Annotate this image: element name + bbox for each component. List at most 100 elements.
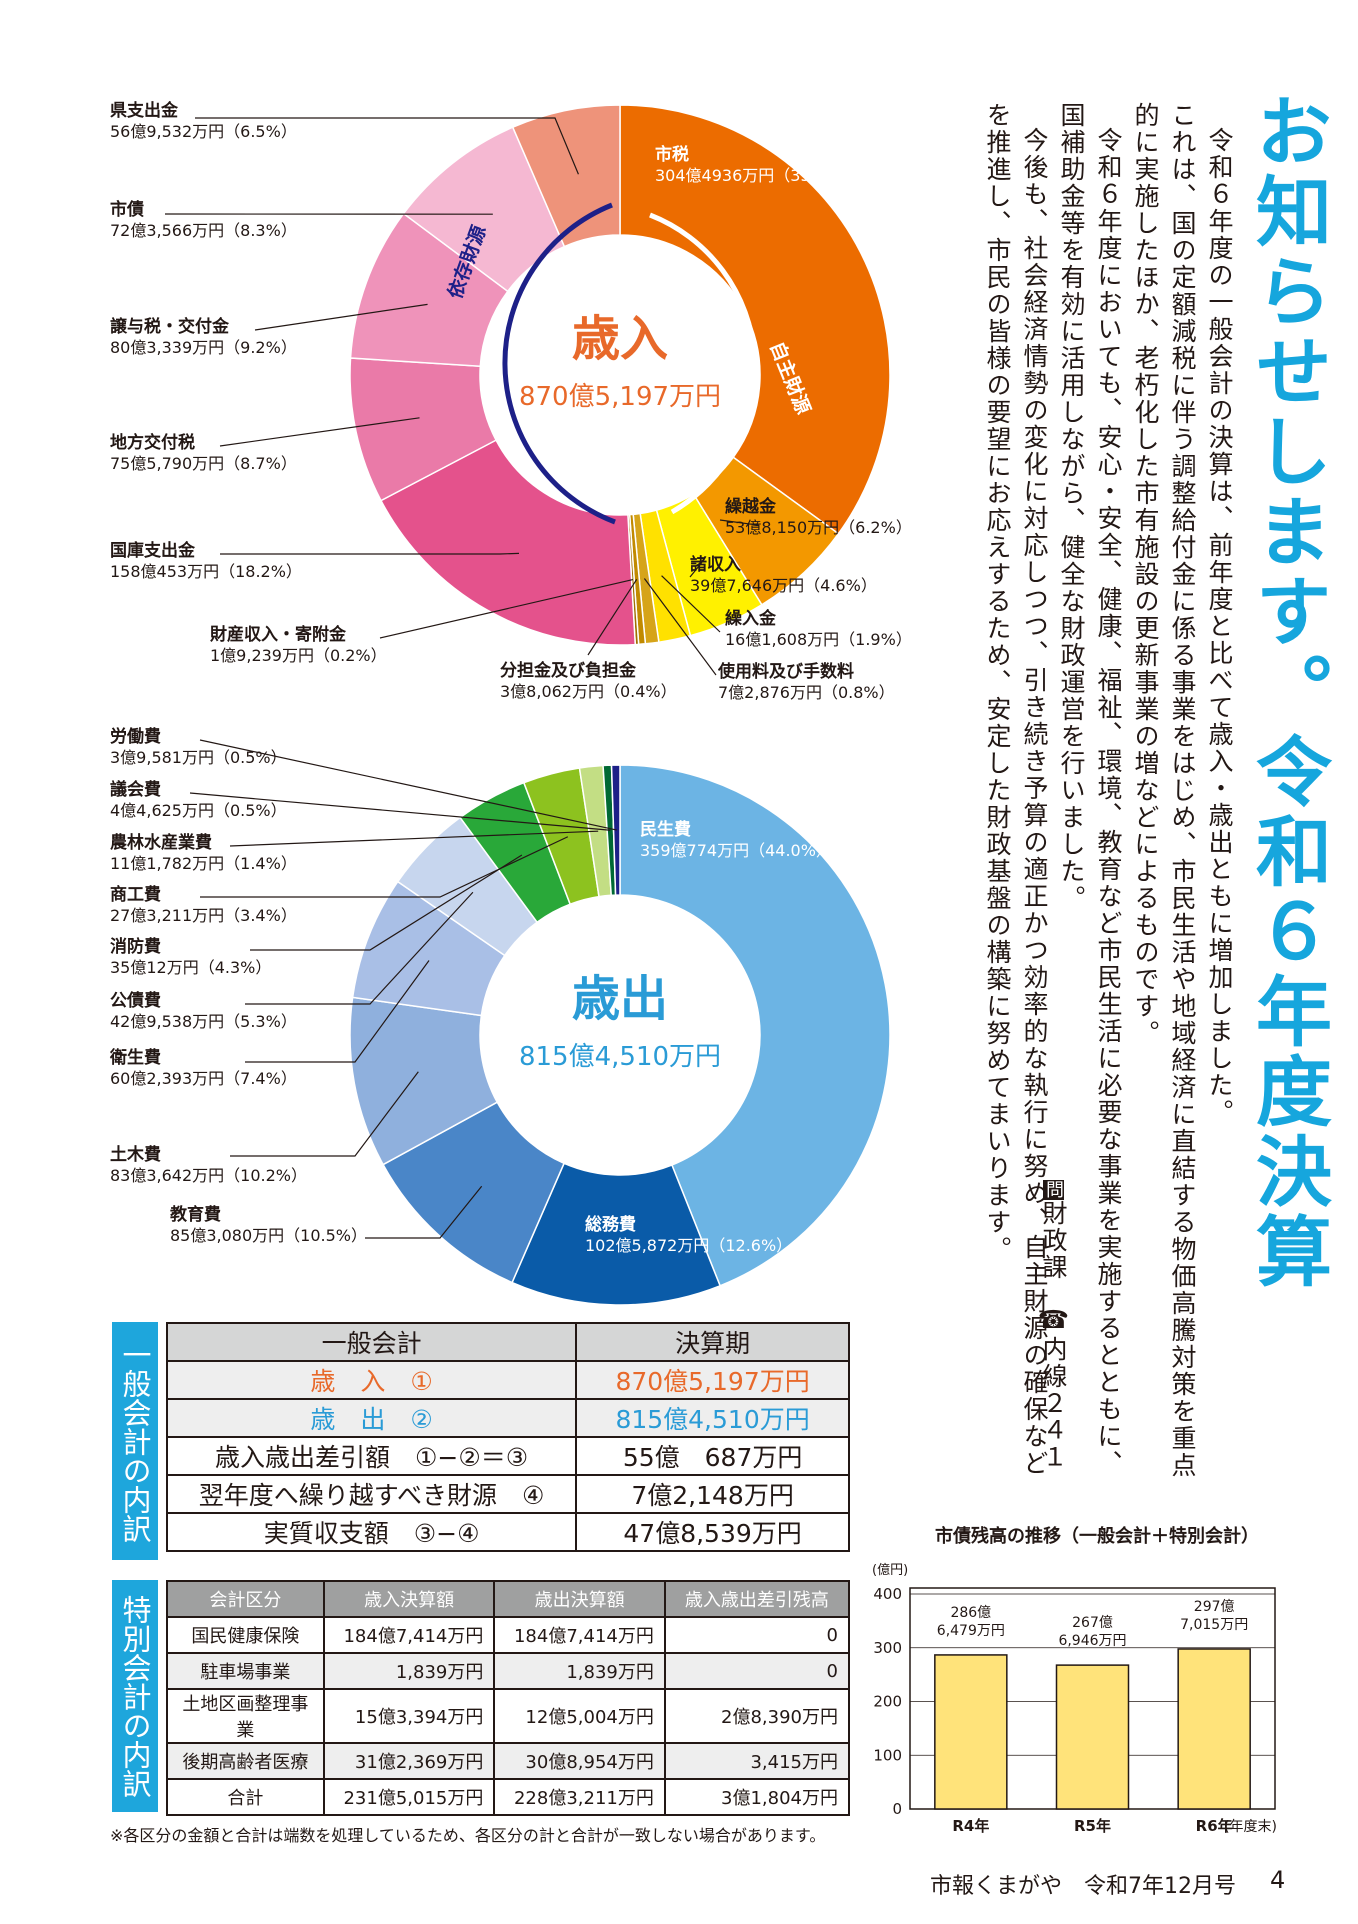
slice-民生費: [619, 764, 891, 1287]
table-header: 一般会計 決算期: [165, 1322, 850, 1362]
revenue-cell: 15億3,394万円: [322, 1688, 496, 1744]
footnote: ※各区分の金額と合計は端数を処理しているため、各区分の計と合計が一致しない場合が…: [110, 1826, 826, 1845]
department: 財政課: [1039, 1200, 1068, 1281]
header-cell: 一般会計: [165, 1322, 578, 1362]
extension: 内線２４１: [1039, 1335, 1068, 1471]
row-value: 55億 687万円: [575, 1436, 850, 1476]
table-row: 土地区画整理事業 15億3,394万円 12億5,004万円 2億8,390万円: [166, 1688, 851, 1744]
page-number: 4: [1270, 1866, 1286, 1894]
y-tick-label: 400: [873, 1585, 902, 1603]
leader-line: [245, 891, 474, 1005]
donut-title: 歳入: [572, 311, 668, 367]
row-value: 7億2,148万円: [575, 1474, 850, 1514]
special-account-table: 会計区分 歳入決算額 歳出決算額 歳入歳出差引残高 国民健康保険 184億7,4…: [166, 1580, 851, 1816]
expenditure-cell: 12億5,004万円: [493, 1688, 666, 1744]
slice-amount: 158億453万円（18.2%）: [110, 562, 302, 581]
leader-line: [365, 1185, 483, 1239]
paragraph: 今後も、社会経済情勢の変化に対応しつつ、引き続き予算の適正かつ効率的な執行に努め…: [983, 102, 1049, 1477]
y-tick-label: 0: [892, 1800, 902, 1818]
leader-line: [661, 575, 721, 633]
slice-amount: 1億9,239万円（0.2%）: [210, 646, 387, 665]
slice-amount: 56億9,532万円（6.5%）: [110, 122, 297, 141]
slice-label: 労働費: [110, 726, 161, 747]
bar-value-label: 286億: [950, 1605, 991, 1621]
headline: お知らせします。令和６年度決算: [1243, 92, 1332, 1292]
slice-amount: 85億3,080万円（10.5%）: [170, 1226, 367, 1245]
bar-value-label: 7,015万円: [1180, 1617, 1248, 1633]
table-row: 歳 入 ① 870億5,197万円: [165, 1360, 850, 1400]
revenue-cell: 231億5,015万円: [322, 1778, 496, 1816]
bar-R4年: [934, 1654, 1008, 1810]
slice-amount: 27億3,211万円（3.4%）: [110, 906, 297, 925]
expenditure-cell: 228億3,211万円: [493, 1778, 666, 1816]
leader-line: [200, 836, 569, 898]
leader-line: [587, 578, 638, 656]
balance-cell: 0: [663, 1616, 851, 1654]
row-label: 実質収支額 ③−④: [165, 1512, 578, 1552]
leader-line: [245, 960, 430, 1063]
slice-label: 民生費: [640, 819, 691, 840]
table-row: 翌年度へ繰り越すべき財源 ④ 7億2,148万円: [165, 1474, 850, 1514]
row-value: 815億4,510万円: [575, 1398, 850, 1438]
phone-icon: ☎: [1039, 1304, 1068, 1336]
own-source-arrow: [649, 212, 758, 515]
bar-value-label: 297億: [1194, 1599, 1235, 1615]
slice-label: 分担金及び負担金: [500, 660, 637, 681]
slice-label: 農林水産業費: [110, 832, 212, 853]
slice-label: 国庫支出金: [110, 540, 196, 561]
leader-line: [250, 854, 523, 951]
dependent-source-arrow: [502, 202, 616, 525]
leader-line: [195, 117, 579, 175]
x-tick-label: R5年: [1074, 1817, 1111, 1835]
row-label: 翌年度へ繰り越すべき財源 ④: [165, 1474, 578, 1514]
slice-amount: 3億8,062万円（0.4%）: [500, 682, 677, 701]
slice-amount: 80億3,339万円（9.2%）: [110, 338, 297, 357]
header-cell: 歳入歳出差引残高: [663, 1580, 851, 1618]
slice-amount: 75億5,790万円（8.7%）: [110, 454, 297, 473]
bar-value-label: 6,946万円: [1058, 1633, 1126, 1649]
y-tick-label: 300: [873, 1639, 902, 1657]
leader-line: [643, 578, 717, 676]
general-account-band: 一般会計の内訳: [112, 1322, 158, 1560]
slice-label: 公債費: [110, 990, 161, 1011]
paragraph: これは、国の定額減税に伴う調整給付金に係る事業をはじめ、市民生活や地域経済に直結…: [1131, 102, 1197, 1479]
expenditure-cell: 184億7,414万円: [493, 1616, 666, 1654]
slice-label: 使用料及び手数料: [717, 661, 854, 682]
slice-amount: 60億2,393万円（7.4%）: [110, 1069, 297, 1088]
balance-cell: 3,415万円: [663, 1742, 851, 1780]
bar-chart-title: 市債残高の推移（一般会計＋特別会計）: [935, 1525, 1259, 1547]
inquiry-icon: 問: [1043, 1180, 1064, 1200]
slice-label: 市税: [655, 144, 689, 165]
paragraph: 令和６年度においても、安心・安全、健康、福祉、環境、教育など市民生活に必要な事業…: [1057, 102, 1123, 1477]
category-cell: 駐車場事業: [166, 1652, 325, 1690]
expenditure-cell: 1,839万円: [493, 1652, 666, 1690]
revenue-cell: 1,839万円: [322, 1652, 496, 1690]
row-label: 歳入歳出差引額 ①−②＝③: [165, 1436, 578, 1476]
slice-amount: 359億774万円（44.0%）: [640, 841, 832, 860]
slice-amount: 7億2,876万円（0.8%）: [718, 683, 895, 702]
revenue-cell: 31億2,369万円: [322, 1742, 496, 1780]
y-tick-label: 100: [873, 1746, 902, 1764]
leader-line: [219, 417, 420, 447]
revenue-cell: 184億7,414万円: [322, 1616, 496, 1654]
magazine-title: 市報くまがや 令和7年12月号: [930, 1874, 1236, 1899]
balance-cell: 3億1,804万円: [663, 1778, 851, 1816]
bar-R5年: [1055, 1664, 1130, 1810]
slice-label: 繰入金: [725, 608, 777, 629]
special-account-band: 特別会計の内訳: [112, 1580, 158, 1812]
header-cell: 歳出決算額: [493, 1580, 666, 1618]
slice-市税: [619, 104, 891, 535]
leader-line: [719, 519, 760, 526]
table-row: 後期高齢者医療 31億2,369万円 30億8,954万円 3,415万円: [166, 1742, 851, 1780]
leader-line: [230, 1071, 419, 1157]
bar-R6年: [1177, 1648, 1251, 1810]
debt-balance-chart: 市債残高の推移（一般会計＋特別会計） (億円) 0 100 200 300 400 286億 6…: [872, 1525, 1277, 1835]
contact: 問財政課 ☎内線２４１: [1035, 1180, 1072, 1480]
category-cell: 合計: [166, 1778, 325, 1816]
table-row: 実質収支額 ③−④ 47億8,539万円: [165, 1512, 850, 1552]
slice-amount: 42億9,538万円（5.3%）: [110, 1012, 297, 1031]
slice-amount: 3億9,581万円（0.5%）: [110, 748, 287, 767]
slice-amount: 39億7,646万円（4.6%）: [690, 576, 877, 595]
x-tick-label: R6年: [1196, 1817, 1233, 1835]
